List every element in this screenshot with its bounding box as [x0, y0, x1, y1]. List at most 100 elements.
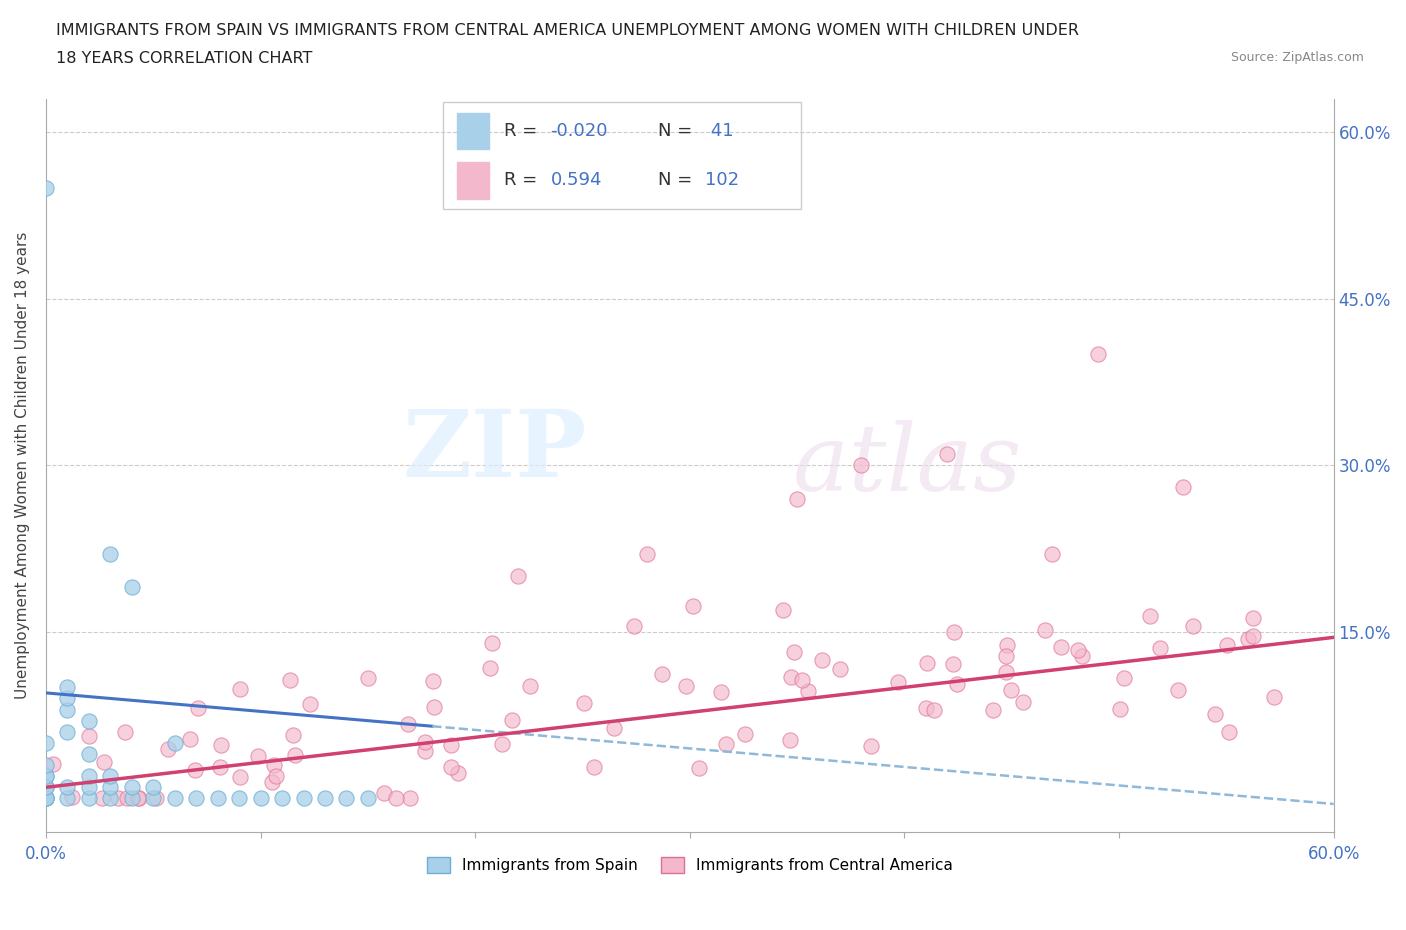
Point [423, 699, 446, 714]
Point [208, 760, 231, 775]
Point [77, 780, 100, 795]
Point [623, 618, 645, 633]
Point [582, 759, 605, 774]
Text: R =: R = [503, 122, 543, 140]
Point [35, 791, 58, 806]
Point [636, 547, 658, 562]
Point [780, 670, 803, 684]
Point [1263, 690, 1285, 705]
Point [772, 603, 794, 618]
Point [179, 732, 201, 747]
Point [786, 491, 808, 506]
Point [1173, 480, 1195, 495]
Point [710, 684, 733, 699]
Point [1218, 724, 1240, 739]
Point [98, 780, 121, 795]
Point [491, 737, 513, 751]
Point [783, 644, 806, 659]
Point [35, 180, 58, 195]
Point [187, 701, 209, 716]
Point [121, 791, 143, 806]
Point [247, 749, 270, 764]
Point [384, 791, 406, 806]
Point [283, 748, 305, 763]
Point [1050, 640, 1073, 655]
Point [56, 702, 79, 717]
Point [828, 661, 851, 676]
Point [35, 736, 58, 751]
Point [56, 791, 79, 806]
Point [779, 733, 801, 748]
Point [292, 791, 315, 806]
Bar [457, 162, 489, 199]
Point [98, 769, 121, 784]
Point [56, 691, 79, 706]
Point [207, 791, 229, 806]
Point [1167, 683, 1189, 698]
Point [1139, 608, 1161, 623]
Point [357, 671, 380, 685]
Point [35, 780, 58, 795]
Point [1000, 683, 1022, 698]
Point [602, 721, 624, 736]
Point [1182, 619, 1205, 634]
Point [373, 786, 395, 801]
Point [851, 458, 873, 472]
Point [922, 703, 945, 718]
Point [228, 791, 250, 806]
Point [481, 636, 503, 651]
Point [35, 758, 58, 773]
Point [398, 716, 420, 731]
Point [156, 742, 179, 757]
Point [115, 791, 138, 806]
Point [734, 726, 756, 741]
Y-axis label: Unemployment Among Women with Children Under 18 years: Unemployment Among Women with Children U… [15, 232, 30, 699]
Point [121, 780, 143, 795]
Point [278, 672, 301, 687]
Point [121, 580, 143, 595]
Point [413, 735, 436, 750]
Point [357, 791, 380, 806]
Point [271, 791, 294, 806]
Point [186, 791, 208, 806]
Point [682, 599, 704, 614]
Point [1204, 707, 1226, 722]
Point [501, 712, 523, 727]
Point [56, 724, 79, 739]
Legend: Immigrants from Spain, Immigrants from Central America: Immigrants from Spain, Immigrants from C… [420, 851, 959, 879]
Point [283, 728, 305, 743]
Point [1149, 641, 1171, 656]
Text: -0.020: -0.020 [551, 122, 607, 140]
Point [1109, 701, 1132, 716]
Point [163, 791, 186, 806]
Point [107, 791, 129, 806]
Point [335, 791, 357, 806]
Point [145, 791, 167, 806]
Point [942, 657, 965, 671]
Bar [457, 113, 489, 150]
Point [1114, 671, 1136, 685]
Point [519, 678, 541, 693]
Point [127, 790, 149, 805]
Point [440, 737, 463, 752]
Point [229, 770, 252, 785]
Point [675, 679, 697, 694]
Point [422, 674, 444, 689]
Point [163, 736, 186, 751]
Point [314, 791, 336, 806]
Point [716, 737, 738, 751]
Point [917, 656, 939, 671]
Point [936, 446, 959, 461]
Point [886, 675, 908, 690]
Point [981, 702, 1004, 717]
Point [77, 729, 100, 744]
Point [1216, 637, 1239, 652]
Point [77, 713, 100, 728]
Point [398, 790, 420, 805]
Point [184, 763, 207, 777]
Point [35, 769, 58, 784]
Point [142, 791, 165, 806]
Point [229, 682, 252, 697]
Point [98, 547, 121, 562]
Point [1071, 648, 1094, 663]
